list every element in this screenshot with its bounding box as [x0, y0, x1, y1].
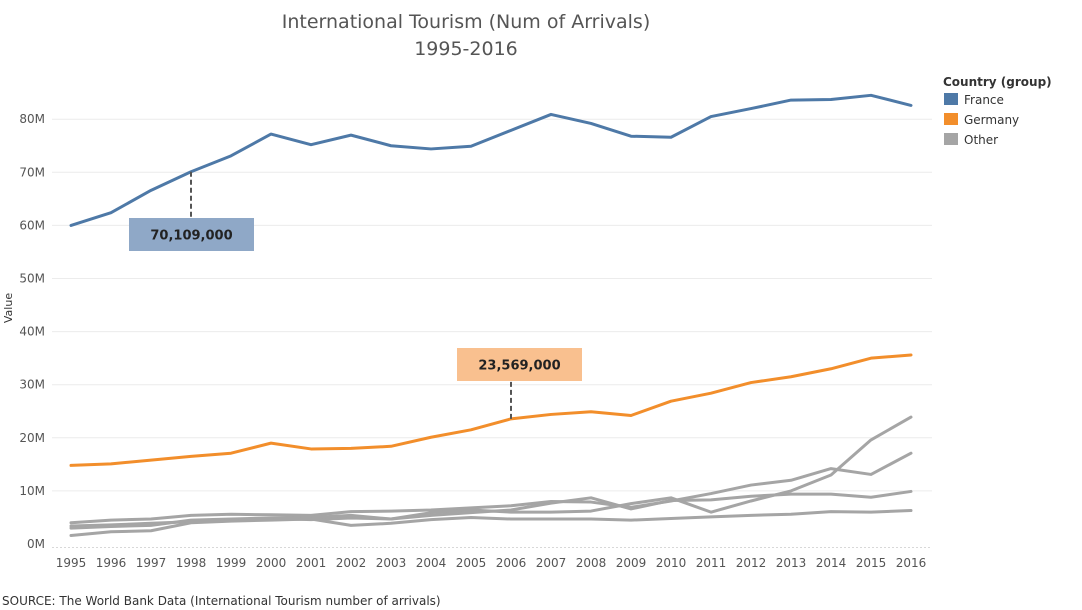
axis-layer: 0M 10M 20M 30M 40M 50M 60M 70M 80M 1995 1996 1997 19… [19, 112, 932, 570]
y-tick-label: 60M [19, 218, 45, 232]
source-note: SOURCE: The World Bank Data (Internation… [2, 594, 441, 608]
x-tick-label: 2014 [816, 556, 847, 570]
x-tick-label: 1998 [176, 556, 207, 570]
series-line-france-0 [69, 93, 913, 227]
y-tick-label: 30M [19, 378, 45, 392]
annotation-box-1 [457, 348, 582, 381]
x-tick-label: 2015 [856, 556, 887, 570]
y-tick-label: 40M [19, 325, 45, 339]
legend: Country (group) France Germany Other [943, 75, 1052, 147]
y-tick-label: 50M [19, 272, 45, 286]
series-line-other-4 [69, 489, 913, 530]
x-tick-label: 1996 [96, 556, 127, 570]
x-tick-label: 1999 [216, 556, 247, 570]
x-tick-label: 2003 [376, 556, 407, 570]
x-tick-label: 2006 [496, 556, 527, 570]
series-line-germany-1 [69, 353, 913, 467]
x-tick-label: 1997 [136, 556, 167, 570]
x-tick-label: 2011 [696, 556, 727, 570]
chart-title-line2: 1995-2016 [414, 38, 518, 60]
y-axis-title: Value [2, 293, 15, 323]
x-tick-label: 2016 [896, 556, 927, 570]
x-tick-label: 2013 [776, 556, 807, 570]
x-tick-label: 2008 [576, 556, 607, 570]
x-tick-label: 2012 [736, 556, 767, 570]
legend-swatch-germany [944, 113, 958, 125]
x-tick-label: 2005 [456, 556, 487, 570]
y-tick-label: 80M [19, 112, 45, 126]
chart-title-line1: International Tourism (Num of Arrivals) [282, 11, 651, 33]
x-tick-label: 2009 [616, 556, 647, 570]
legend-title: Country (group) [943, 75, 1052, 89]
y-tick-label: 70M [19, 165, 45, 179]
legend-swatch-france [944, 93, 958, 105]
legend-label-france: France [964, 93, 1004, 107]
legend-swatch-other [944, 133, 958, 145]
annotation-layer: 70,109,000 23,569,000 [129, 171, 582, 419]
series-layer [69, 93, 913, 538]
x-tick-label: 2000 [256, 556, 287, 570]
x-tick-label: 2001 [296, 556, 327, 570]
legend-label-other: Other [964, 133, 998, 147]
y-tick-label: 10M [19, 484, 45, 498]
series-line-other-2 [69, 451, 913, 525]
y-tick-label: 20M [19, 431, 45, 445]
x-tick-label: 1995 [56, 556, 87, 570]
series-line-other-3 [69, 415, 913, 528]
annotation-box-0 [129, 218, 254, 251]
annotation-label-1: 23,569,000 [478, 359, 560, 374]
series-line-other-5 [69, 509, 913, 538]
annotation-label-0: 70,109,000 [150, 229, 232, 244]
x-tick-label: 2002 [336, 556, 367, 570]
legend-label-germany: Germany [964, 113, 1019, 127]
y-tick-label: 0M [27, 537, 45, 551]
x-tick-label: 2010 [656, 556, 687, 570]
x-tick-label: 2007 [536, 556, 567, 570]
x-tick-label: 2004 [416, 556, 447, 570]
